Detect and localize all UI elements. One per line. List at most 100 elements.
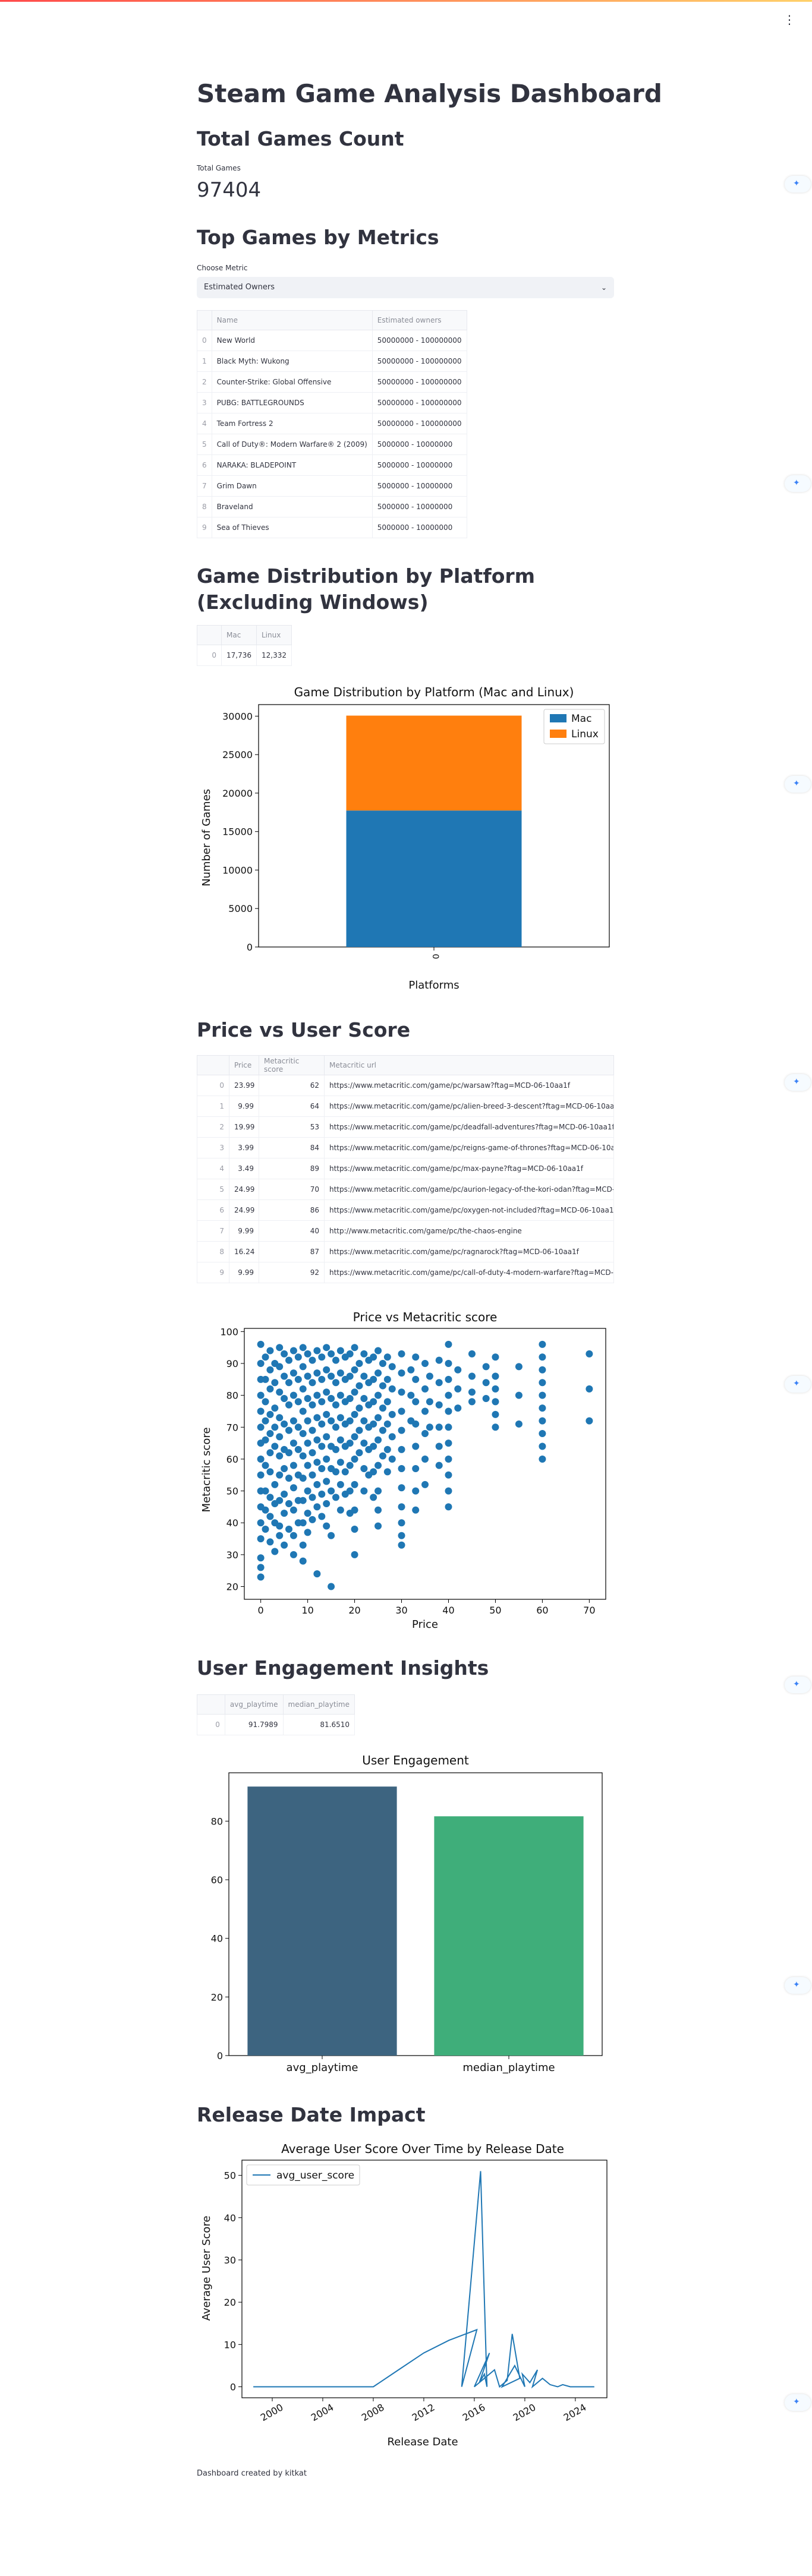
table-cell[interactable]: New World bbox=[211, 330, 373, 351]
row-index[interactable]: 8 bbox=[197, 1241, 229, 1262]
element-toolbar-button[interactable]: ✦ bbox=[785, 776, 811, 793]
row-index[interactable]: 7 bbox=[197, 1220, 229, 1242]
table-cell[interactable]: 9.99 bbox=[229, 1220, 259, 1242]
table-cell[interactable]: 5000000 - 10000000 bbox=[372, 434, 467, 455]
table-cell[interactable]: http://www.metacritic.com/game/pc/the-ch… bbox=[324, 1220, 614, 1242]
row-index[interactable]: 0 bbox=[197, 1714, 225, 1735]
table-cell[interactable]: 53 bbox=[259, 1116, 325, 1138]
table-row[interactable]: 0 91.7989 81.6510 bbox=[197, 1714, 355, 1735]
table-cell[interactable]: 81.6510 bbox=[282, 1714, 355, 1735]
column-header[interactable] bbox=[197, 310, 212, 330]
table-row[interactable]: 9 Sea of Thieves 5000000 - 10000000 bbox=[197, 517, 467, 538]
row-index[interactable]: 0 bbox=[197, 645, 222, 666]
top-games-table[interactable]: Name Estimated owners 0 New World 50000000… bbox=[197, 310, 467, 538]
table-cell[interactable]: 24.99 bbox=[229, 1179, 259, 1200]
row-index[interactable]: 8 bbox=[197, 496, 212, 517]
column-header[interactable]: Linux bbox=[256, 625, 292, 645]
table-cell[interactable]: Sea of Thieves bbox=[211, 517, 373, 538]
element-toolbar-button[interactable]: ✦ bbox=[785, 176, 811, 192]
column-header[interactable]: Name bbox=[211, 310, 373, 330]
row-index[interactable]: 0 bbox=[197, 330, 212, 351]
row-index[interactable]: 0 bbox=[197, 1075, 229, 1096]
table-cell[interactable]: 23.99 bbox=[229, 1075, 259, 1096]
column-header[interactable]: median_playtime bbox=[282, 1694, 355, 1715]
metric-select[interactable]: Estimated Owners ⌄ bbox=[197, 277, 614, 298]
row-index[interactable]: 3 bbox=[197, 1137, 229, 1158]
column-header[interactable] bbox=[197, 1694, 225, 1715]
table-cell[interactable]: NARAKA: BLADEPOINT bbox=[211, 454, 373, 476]
table-cell[interactable]: 12,332 bbox=[256, 645, 292, 666]
table-cell[interactable]: 84 bbox=[259, 1137, 325, 1158]
table-cell[interactable]: 19.99 bbox=[229, 1116, 259, 1138]
table-row[interactable]: 3 PUBG: BATTLEGROUNDS 50000000 - 100000000 bbox=[197, 392, 467, 413]
table-row[interactable]: 5 24.99 70 https://www.metacritic.com/game/… bbox=[197, 1179, 614, 1200]
table-cell[interactable]: Braveland bbox=[211, 496, 373, 517]
row-index[interactable]: 6 bbox=[197, 1199, 229, 1221]
table-cell[interactable]: 70 bbox=[259, 1179, 325, 1200]
element-toolbar-button[interactable]: ✦ bbox=[785, 1677, 811, 1693]
table-cell[interactable]: Black Myth: Wukong bbox=[211, 351, 373, 372]
table-row[interactable]: 1 Black Myth: Wukong 50000000 - 100000000 bbox=[197, 351, 467, 372]
column-header[interactable] bbox=[197, 1055, 229, 1075]
row-index[interactable]: 4 bbox=[197, 1158, 229, 1179]
table-row[interactable]: 2 19.99 53 https://www.metacritic.com/game/… bbox=[197, 1116, 614, 1138]
table-cell[interactable]: 50000000 - 100000000 bbox=[372, 371, 467, 393]
table-row[interactable]: 4 Team Fortress 2 50000000 - 100000000 bbox=[197, 413, 467, 434]
row-index[interactable]: 5 bbox=[197, 434, 212, 455]
row-index[interactable]: 1 bbox=[197, 1096, 229, 1117]
table-cell[interactable]: 9.99 bbox=[229, 1262, 259, 1283]
main-menu-icon[interactable]: ⋮ bbox=[783, 12, 795, 27]
row-index[interactable]: 9 bbox=[197, 1262, 229, 1283]
table-cell[interactable]: https://www.metacritic.com/game/pc/alien… bbox=[324, 1096, 614, 1117]
table-cell[interactable]: 87 bbox=[259, 1241, 325, 1262]
table-cell[interactable]: Grim Dawn bbox=[211, 475, 373, 497]
table-row[interactable]: 9 9.99 92 https://www.metacritic.com/game/p… bbox=[197, 1262, 614, 1283]
engagement-table[interactable]: avg_playtime median_playtime 0 91.7989 81.… bbox=[197, 1694, 355, 1735]
table-row[interactable]: 7 Grim Dawn 5000000 - 10000000 bbox=[197, 475, 467, 497]
table-cell[interactable]: https://www.metacritic.com/game/pc/warsa… bbox=[324, 1075, 614, 1096]
table-cell[interactable]: Counter-Strike: Global Offensive bbox=[211, 371, 373, 393]
row-index[interactable]: 1 bbox=[197, 351, 212, 372]
table-row[interactable]: 0 New World 50000000 - 100000000 bbox=[197, 330, 467, 351]
table-cell[interactable]: PUBG: BATTLEGROUNDS bbox=[211, 392, 373, 413]
column-header[interactable]: Metacritic score bbox=[259, 1055, 325, 1075]
table-cell[interactable]: https://www.metacritic.com/game/pc/max-p… bbox=[324, 1158, 614, 1179]
table-cell[interactable]: 24.99 bbox=[229, 1199, 259, 1221]
row-index[interactable]: 9 bbox=[197, 517, 212, 538]
row-index[interactable]: 5 bbox=[197, 1179, 229, 1200]
row-index[interactable]: 6 bbox=[197, 454, 212, 476]
element-toolbar-button[interactable]: ✦ bbox=[785, 1376, 811, 1393]
element-toolbar-button[interactable]: ✦ bbox=[785, 2394, 811, 2411]
element-toolbar-button[interactable]: ✦ bbox=[785, 1074, 811, 1091]
table-cell[interactable]: 5000000 - 10000000 bbox=[372, 475, 467, 497]
row-index[interactable]: 3 bbox=[197, 392, 212, 413]
table-cell[interactable]: 62 bbox=[259, 1075, 325, 1096]
table-cell[interactable]: 5000000 - 10000000 bbox=[372, 496, 467, 517]
platform-table[interactable]: Mac Linux 0 17,736 12,332 bbox=[197, 625, 292, 666]
table-row[interactable]: 8 Braveland 5000000 - 10000000 bbox=[197, 496, 467, 517]
table-cell[interactable]: https://www.metacritic.com/game/pc/ragna… bbox=[324, 1241, 614, 1262]
table-cell[interactable]: 50000000 - 100000000 bbox=[372, 330, 467, 351]
table-row[interactable]: 0 17,736 12,332 bbox=[197, 645, 292, 666]
table-cell[interactable]: 86 bbox=[259, 1199, 325, 1221]
table-row[interactable]: 0 23.99 62 https://www.metacritic.com/game/… bbox=[197, 1075, 614, 1096]
table-row[interactable]: 2 Counter-Strike: Global Offensive 5000000… bbox=[197, 371, 467, 393]
table-cell[interactable]: Call of Duty®: Modern Warfare® 2 (2009) bbox=[211, 434, 373, 455]
element-toolbar-button[interactable]: ✦ bbox=[785, 1977, 811, 1994]
table-cell[interactable]: 3.99 bbox=[229, 1137, 259, 1158]
table-row[interactable]: 7 9.99 40 http://www.metacritic.com/game/pc… bbox=[197, 1220, 614, 1242]
element-toolbar-button[interactable]: ✦ bbox=[785, 475, 811, 492]
table-cell[interactable]: 5000000 - 10000000 bbox=[372, 517, 467, 538]
column-header[interactable]: Estimated owners bbox=[372, 310, 467, 330]
column-header[interactable]: Price bbox=[229, 1055, 259, 1075]
column-header[interactable]: Metacritic url bbox=[324, 1055, 614, 1075]
table-row[interactable]: 5 Call of Duty®: Modern Warfare® 2 (2009)… bbox=[197, 434, 467, 455]
row-index[interactable]: 2 bbox=[197, 1116, 229, 1138]
table-row[interactable]: 8 16.24 87 https://www.metacritic.com/game/… bbox=[197, 1241, 614, 1262]
row-index[interactable]: 2 bbox=[197, 371, 212, 393]
column-header[interactable]: avg_playtime bbox=[224, 1694, 284, 1715]
table-cell[interactable]: 91.7989 bbox=[224, 1714, 284, 1735]
table-row[interactable]: 6 24.99 86 https://www.metacritic.com/game/… bbox=[197, 1199, 614, 1221]
row-index[interactable]: 7 bbox=[197, 475, 212, 497]
